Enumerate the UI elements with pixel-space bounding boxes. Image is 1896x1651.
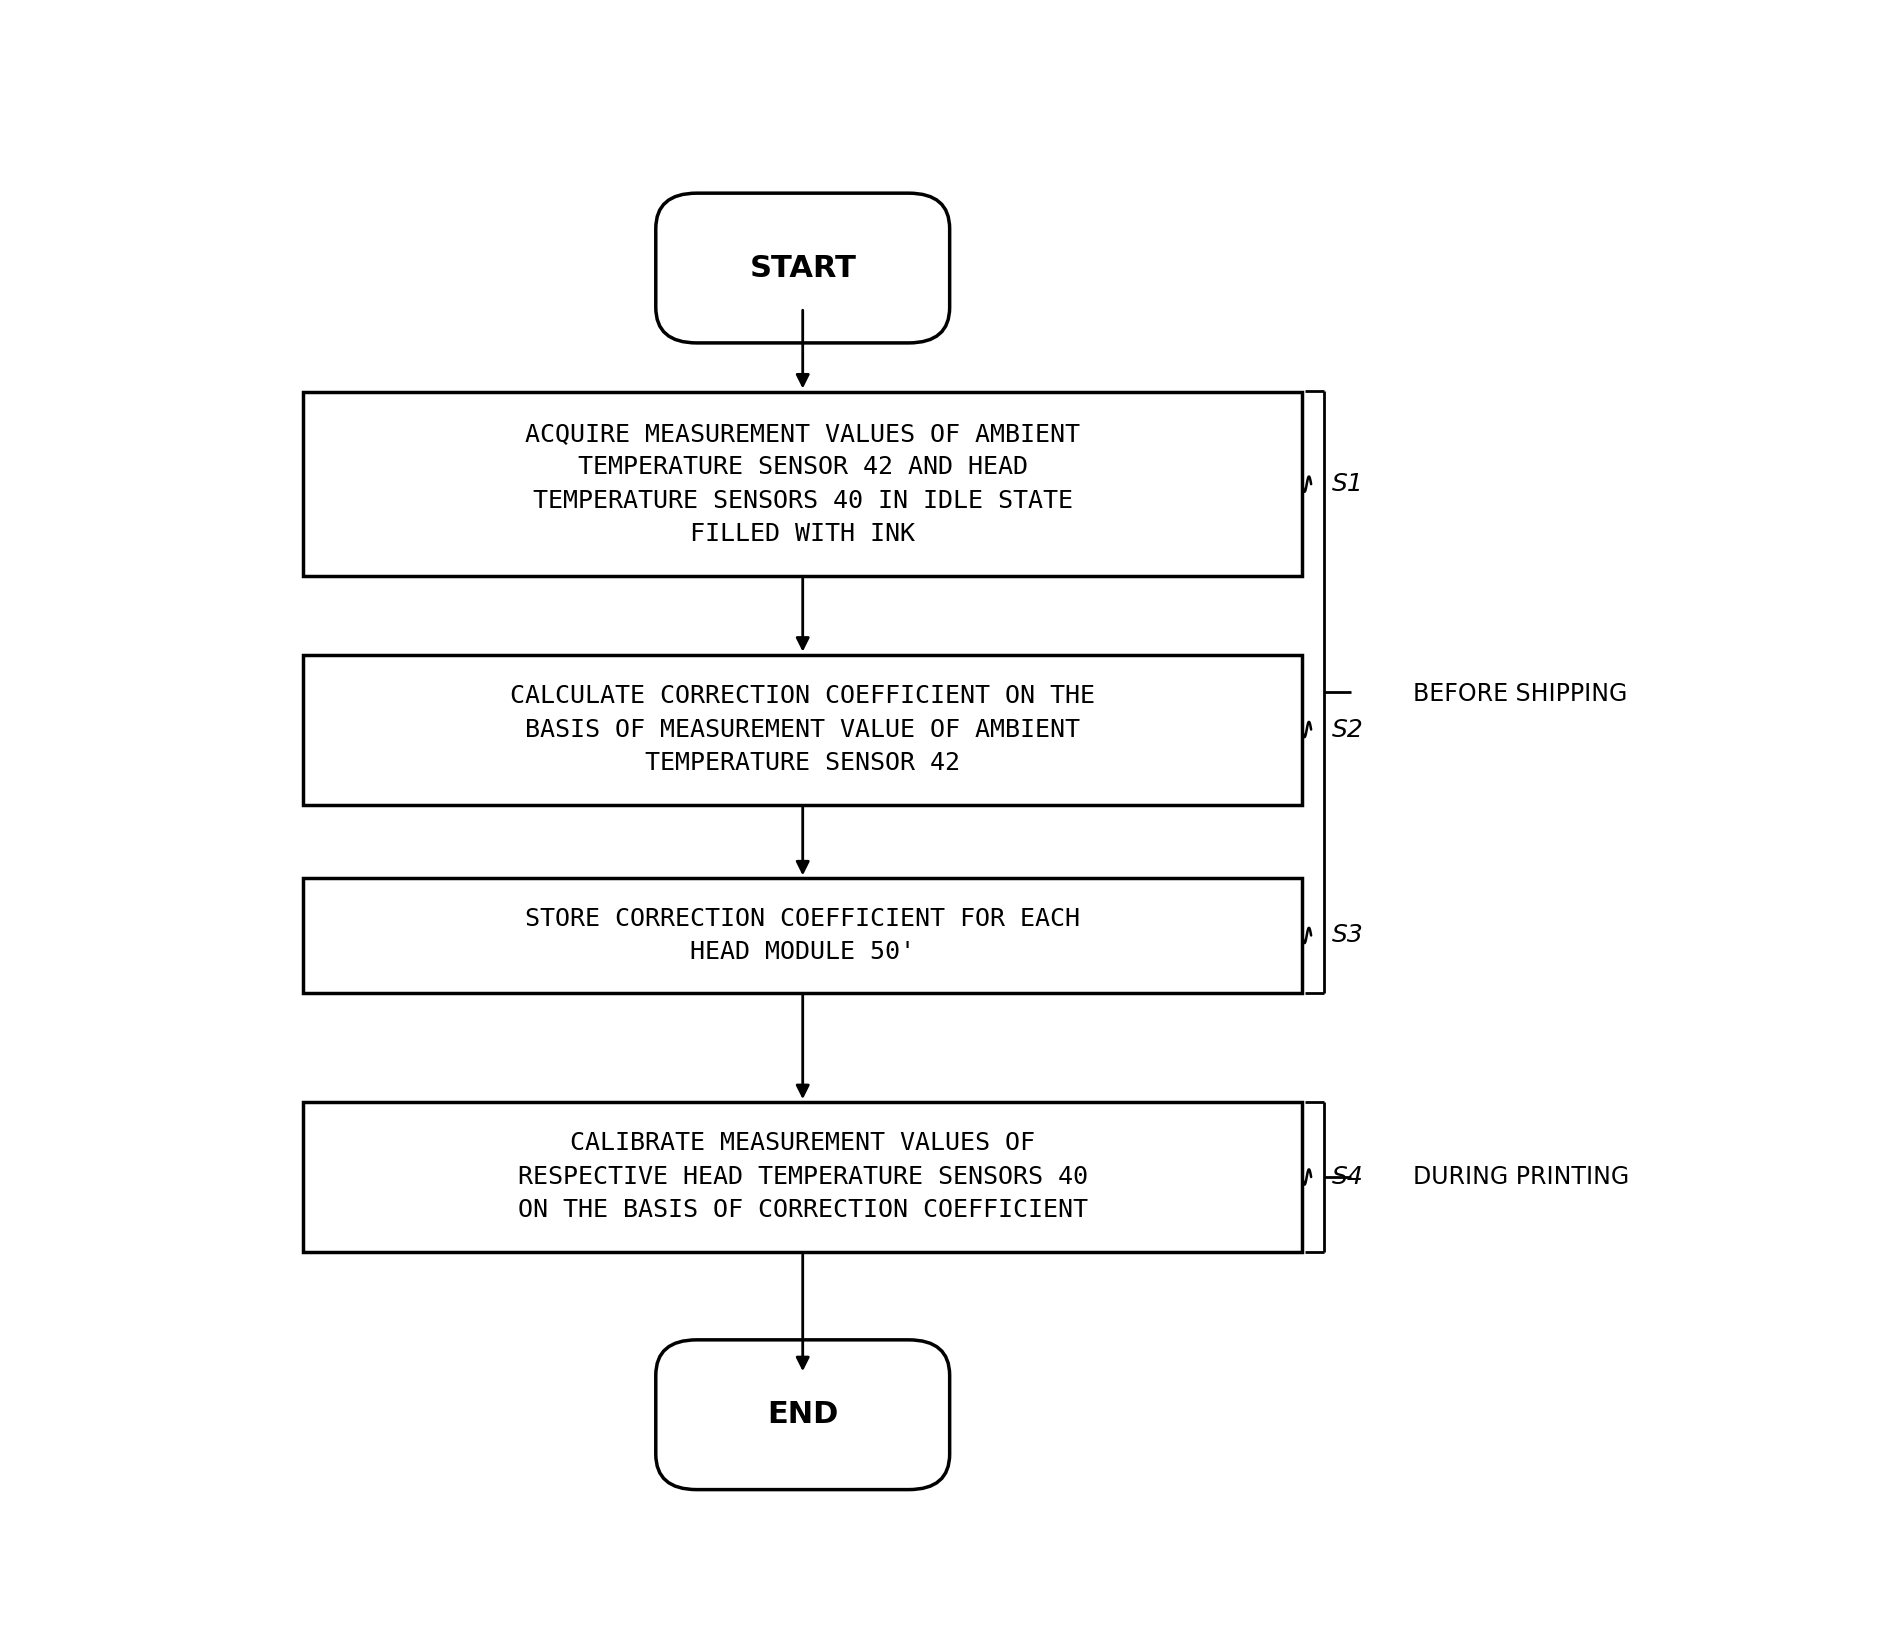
Text: START: START (749, 254, 857, 282)
Text: CALCULATE CORRECTION COEFFICIENT ON THE
BASIS OF MEASUREMENT VALUE OF AMBIENT
TE: CALCULATE CORRECTION COEFFICIENT ON THE … (510, 684, 1096, 774)
Text: CALIBRATE MEASUREMENT VALUES OF
RESPECTIVE HEAD TEMPERATURE SENSORS 40
ON THE BA: CALIBRATE MEASUREMENT VALUES OF RESPECTI… (518, 1131, 1088, 1222)
Bar (303, 391, 1303, 576)
Text: STORE CORRECTION COEFFICIENT FOR EACH
HEAD MODULE 50': STORE CORRECTION COEFFICIENT FOR EACH HE… (525, 906, 1081, 964)
FancyBboxPatch shape (656, 193, 950, 343)
FancyBboxPatch shape (656, 1341, 950, 1489)
Bar (303, 1101, 1303, 1251)
Text: ACQUIRE MEASUREMENT VALUES OF AMBIENT
TEMPERATURE SENSOR 42 AND HEAD
TEMPERATURE: ACQUIRE MEASUREMENT VALUES OF AMBIENT TE… (525, 423, 1081, 546)
Text: DURING PRINTING: DURING PRINTING (1413, 1166, 1629, 1189)
Bar (303, 878, 1303, 992)
Text: S1: S1 (1331, 472, 1363, 497)
Text: S2: S2 (1331, 718, 1363, 741)
Text: S4: S4 (1331, 1166, 1363, 1189)
Bar (303, 654, 1303, 804)
Text: BEFORE SHIPPING: BEFORE SHIPPING (1413, 682, 1627, 707)
Text: END: END (768, 1400, 838, 1430)
Text: S3: S3 (1331, 923, 1363, 948)
